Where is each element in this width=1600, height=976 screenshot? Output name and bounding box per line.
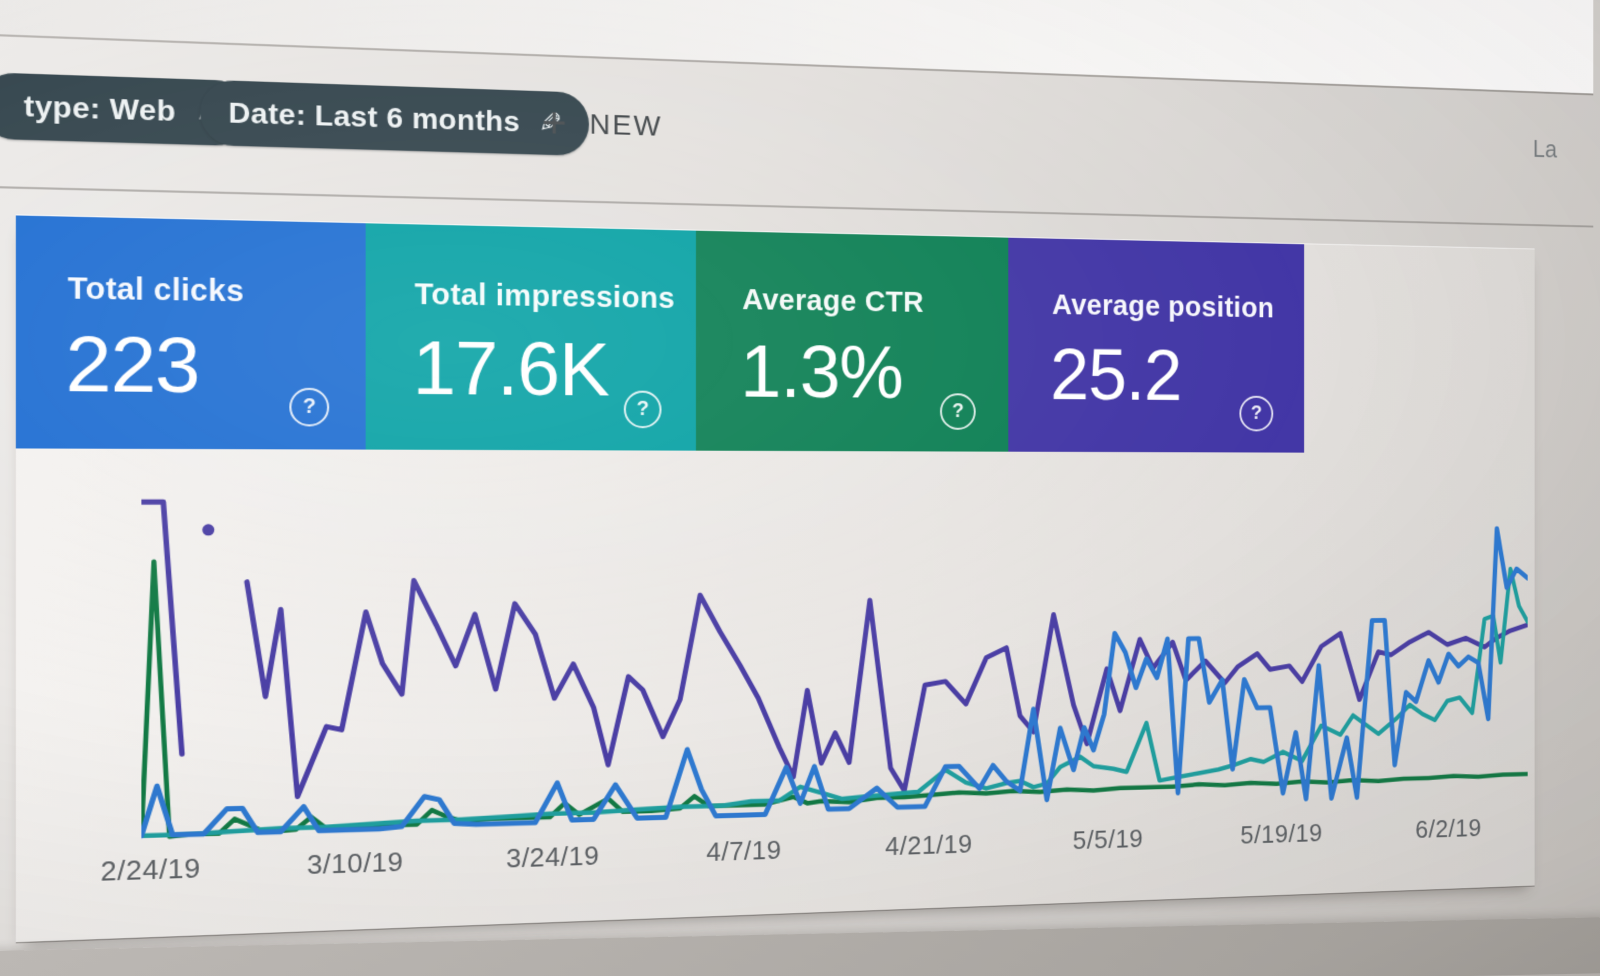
purple-line-dot — [202, 524, 215, 536]
help-icon[interactable]: ? — [623, 390, 662, 429]
plus-icon: + — [541, 98, 569, 148]
metric-tiles-row: Total clicks 223 ? Total impressions 17.… — [15, 215, 1305, 453]
x-tick-label: 4/21/19 — [885, 828, 973, 862]
date-range-filter-label: Date: Last 6 months — [228, 96, 520, 138]
tile-value: 17.6K — [412, 324, 609, 412]
x-tick-label: 3/24/19 — [506, 840, 600, 874]
filter-bar: type: Web ✎ Date: Last 6 months ✎ + NEW — [0, 71, 1542, 183]
performance-report-card: Total clicks 223 ? Total impressions 17.… — [15, 214, 1535, 943]
x-tick-label: 3/10/19 — [306, 846, 404, 881]
x-tick-label: 2/24/19 — [100, 852, 201, 888]
date-range-filter-chip[interactable]: Date: Last 6 months ✎ — [199, 79, 590, 156]
tile-average-position[interactable]: Average position 25.2 ? — [1008, 237, 1305, 453]
search-type-filter-label: type: Web — [23, 89, 176, 128]
tile-total-clicks[interactable]: Total clicks 223 ? — [15, 215, 366, 450]
tile-average-ctr[interactable]: Average CTR 1.3% ? — [695, 230, 1009, 452]
help-icon[interactable]: ? — [940, 393, 976, 430]
new-filter-button[interactable]: + NEW — [541, 95, 662, 154]
tile-label: Average CTR — [742, 283, 924, 319]
purple-line — [247, 572, 1528, 808]
tile-value: 25.2 — [1050, 333, 1182, 416]
help-icon[interactable]: ? — [289, 387, 330, 427]
x-tick-label: 5/5/19 — [1072, 823, 1144, 856]
performance-chart[interactable] — [141, 484, 1527, 844]
top-window-band — [0, 0, 1594, 94]
tile-value: 1.3% — [740, 329, 903, 414]
x-tick-label: 6/2/19 — [1415, 813, 1482, 844]
search-console-screen: type: Web ✎ Date: Last 6 months ✎ + NEW … — [0, 0, 1594, 943]
help-icon[interactable]: ? — [1239, 395, 1274, 432]
tile-total-impressions[interactable]: Total impressions 17.6K ? — [365, 223, 696, 451]
tile-value: 223 — [65, 319, 200, 410]
tile-label: Total impressions — [414, 278, 675, 316]
tile-label: Average position — [1052, 289, 1275, 325]
x-tick-label: 5/19/19 — [1240, 818, 1323, 850]
partial-text-top-right: La — [1532, 136, 1557, 164]
tile-label: Total clicks — [67, 271, 245, 309]
performance-chart-svg — [141, 484, 1527, 844]
new-filter-label: NEW — [589, 108, 663, 142]
x-tick-label: 4/7/19 — [706, 834, 782, 868]
